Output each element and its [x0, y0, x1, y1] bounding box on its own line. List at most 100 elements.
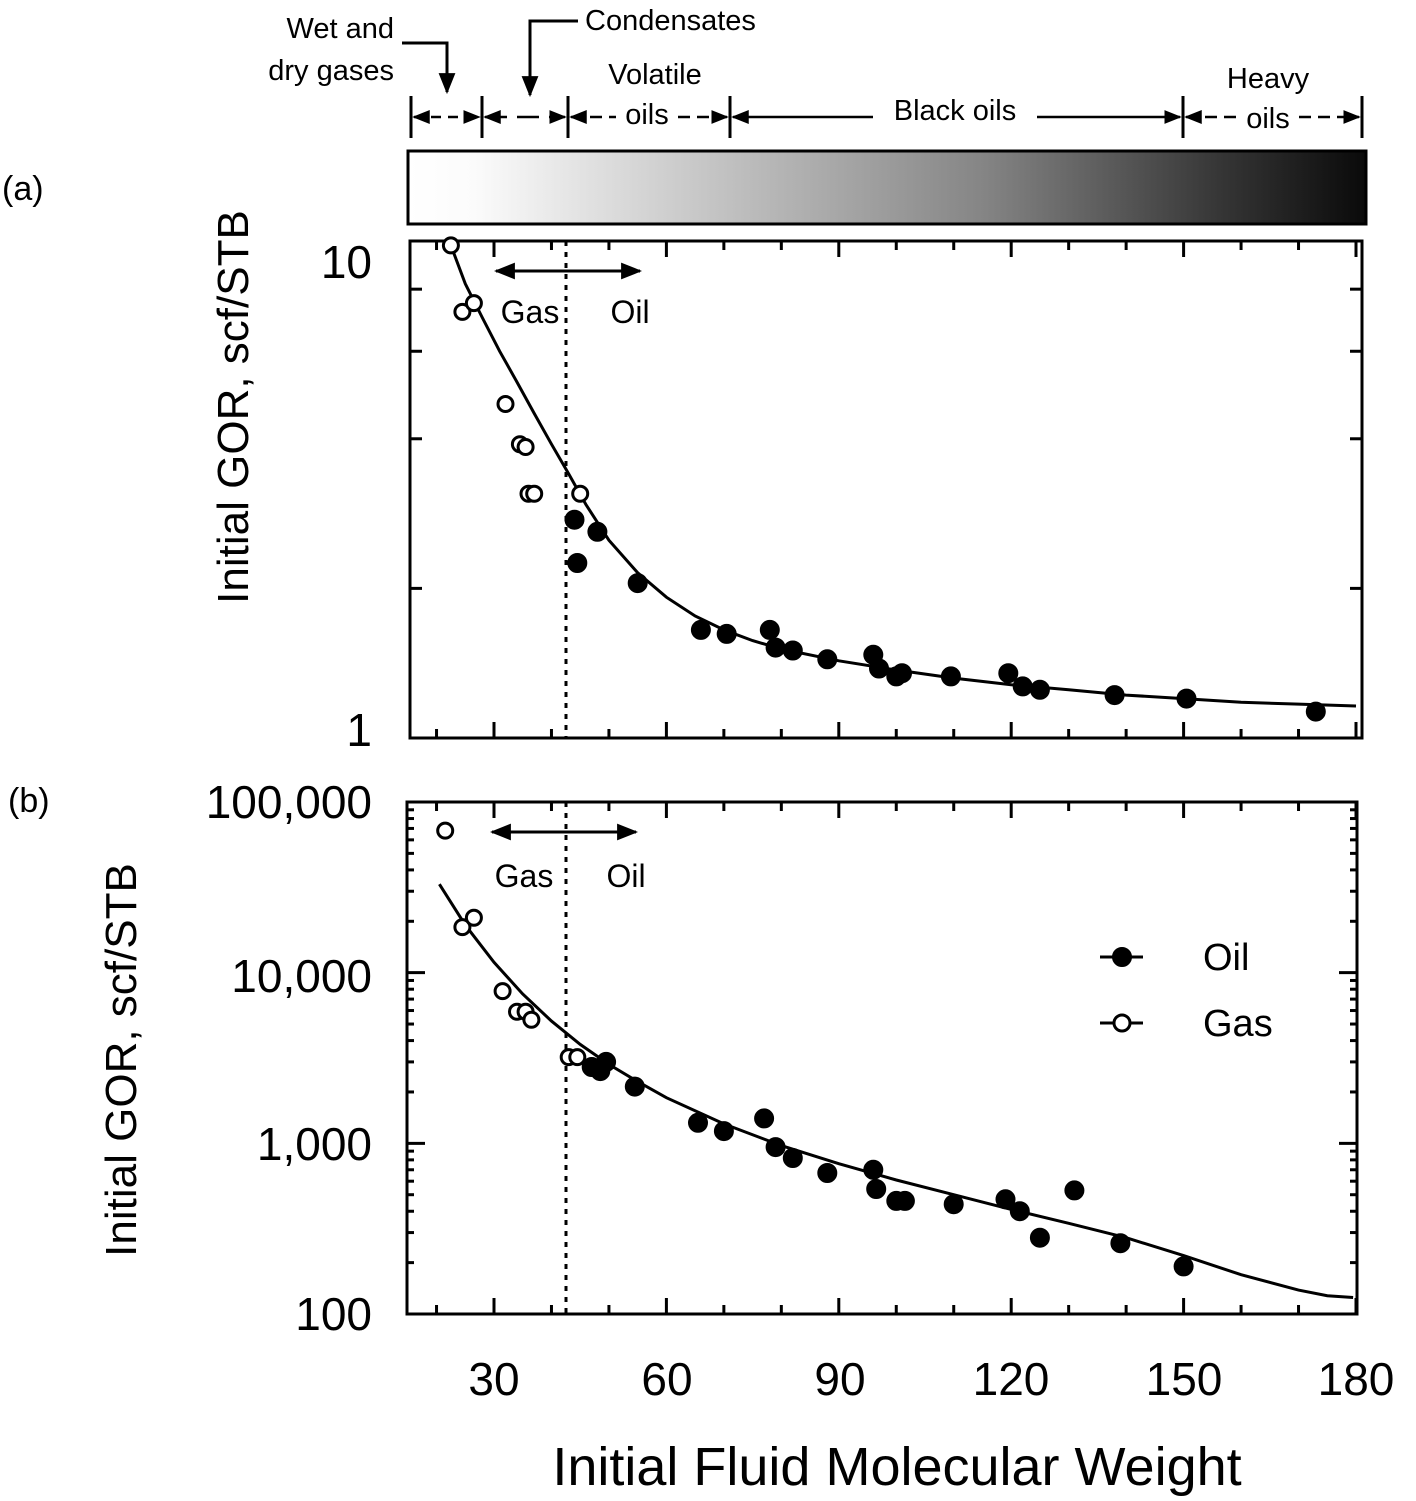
gas-data-point: [496, 395, 515, 413]
oil-data-point: [995, 1189, 1016, 1210]
x-tick-label-60: 60: [641, 1353, 692, 1405]
x-axis-label: Initial Fluid Molecular Weight: [552, 1437, 1241, 1497]
label-black-oils: Black oils: [894, 95, 1017, 127]
oil-data-point: [587, 521, 608, 542]
fluid-gradient-bar: [406, 149, 1368, 226]
oil-data-point: [688, 1112, 708, 1133]
legend-oil-label: Oil: [1203, 937, 1249, 979]
panel-b-data-marks: [436, 821, 1354, 1299]
oil-data-point: [596, 1051, 617, 1072]
panel-a-y-axis-label: Initial GOR, scf/STB: [209, 210, 258, 604]
oil-data-point: [817, 649, 838, 670]
range-boundaries: [409, 96, 1364, 138]
oil-data-point: [869, 658, 889, 679]
oil-data-point: [782, 1148, 803, 1168]
pointer-arrow-gases: [402, 41, 456, 95]
oil-data-point: [759, 619, 780, 640]
panel-b-y-tick-label-100000: 100,000: [206, 776, 372, 828]
label-volatile-line1: Volatile: [608, 59, 702, 91]
oil-data-point: [754, 1108, 775, 1129]
gas-data-point: [436, 821, 455, 840]
panel-b-y-axis-label: Initial GOR, scf/STB: [97, 863, 146, 1257]
oil-data-point: [1029, 679, 1050, 700]
oil-data-point: [716, 623, 737, 644]
panel-b-ticks: [407, 800, 1358, 1316]
oil-data-point: [1012, 676, 1033, 697]
label-condensates: Condensates: [585, 5, 756, 37]
oil-data-point: [713, 1121, 734, 1142]
oil-data-point: [624, 1076, 645, 1097]
oil-data-point: [940, 666, 961, 687]
oil-data-point: [567, 553, 588, 573]
x-tick-label-180: 180: [1318, 1353, 1395, 1405]
oil-data-point: [943, 1194, 964, 1215]
legend-gas-marker: [1112, 1013, 1132, 1033]
gas-data-point: [453, 918, 472, 937]
gas-data-point: [568, 1048, 587, 1067]
oil-data-point: [1104, 685, 1125, 706]
panel-a-gas-label: Gas: [501, 294, 560, 330]
panel-a-oil-label: Oil: [610, 294, 649, 330]
fluid-class-header: Wet and dry gases Condensates Volatile o…: [268, 5, 1368, 226]
x-tick-label-150: 150: [1146, 1353, 1223, 1405]
panel-b-y-tick-label-100: 100: [295, 1288, 372, 1340]
label-wet-dry-gases-line2: dry gases: [268, 55, 394, 87]
oil-data-point: [1176, 688, 1197, 709]
x-tick-label-30: 30: [468, 1353, 519, 1405]
oil-data-point: [1173, 1256, 1194, 1277]
gas-data-point: [493, 982, 512, 1001]
oil-data-point: [894, 1190, 915, 1211]
fit-curve: [449, 244, 1357, 708]
pointer-arrow-condensates: [521, 19, 578, 98]
label-wet-dry-gases-line1: Wet and: [287, 13, 394, 45]
gas-data-point: [525, 484, 544, 503]
panel-a-plot-frame: [408, 239, 1364, 740]
panel-b-y-tick-label-1000: 1,000: [257, 1118, 372, 1170]
gas-data-point: [516, 438, 535, 456]
oil-data-point: [1029, 1227, 1050, 1248]
panel-b-y-tick-label-10000: 10,000: [231, 950, 372, 1002]
panel-b-plot-frame: [405, 800, 1359, 1316]
oil-data-point: [1064, 1180, 1085, 1201]
oil-data-point: [765, 1137, 786, 1158]
oil-data-point: [690, 619, 711, 640]
oil-data-point: [863, 1159, 884, 1180]
gas-data-point: [522, 1010, 541, 1029]
legend: Oil Gas: [1100, 937, 1273, 1045]
panel-b-label: (b): [8, 782, 50, 820]
panel-a-y-tick-label-10: 10: [321, 236, 372, 288]
legend-gas-label: Gas: [1203, 1003, 1273, 1045]
fit-curve: [438, 883, 1354, 1299]
panel-b-oil-label: Oil: [606, 858, 645, 894]
panel-a-data-marks: [441, 236, 1357, 722]
label-heavy-line1: Heavy: [1227, 63, 1310, 95]
oil-data-point: [866, 1179, 887, 1199]
gas-data-point: [464, 908, 483, 927]
gas-data-point: [571, 484, 590, 503]
oil-data-point: [627, 573, 648, 594]
panel-a: (a) Initial GOR, scf/STB 1 10 Gas Oil: [2, 170, 1364, 756]
oil-data-point: [817, 1163, 838, 1183]
panel-b-gas-label: Gas: [495, 858, 554, 894]
oil-data-point: [1305, 701, 1326, 722]
oil-data-point: [998, 663, 1019, 684]
oil-data-point: [564, 509, 585, 530]
x-tick-label-90: 90: [814, 1353, 865, 1405]
label-heavy-line2: oils: [1246, 103, 1290, 135]
panel-a-ticks: [410, 239, 1362, 740]
oil-data-point: [1110, 1233, 1131, 1254]
gas-data-point: [464, 294, 483, 313]
x-tick-label-120: 120: [973, 1353, 1050, 1405]
gas-data-point: [441, 236, 460, 255]
oil-data-point: [782, 640, 803, 661]
legend-oil-marker: [1112, 947, 1132, 967]
label-volatile-line2: oils: [625, 99, 669, 131]
panel-a-label: (a): [2, 170, 44, 208]
oil-data-point: [892, 663, 912, 684]
panel-a-y-tick-label-1: 1: [346, 704, 372, 756]
gas-data-point: [453, 302, 472, 321]
oil-data-point: [765, 637, 786, 658]
oil-data-point: [1009, 1201, 1030, 1222]
panel-b: (b) Initial GOR, scf/STB 100 1,000 10,00…: [8, 776, 1394, 1497]
